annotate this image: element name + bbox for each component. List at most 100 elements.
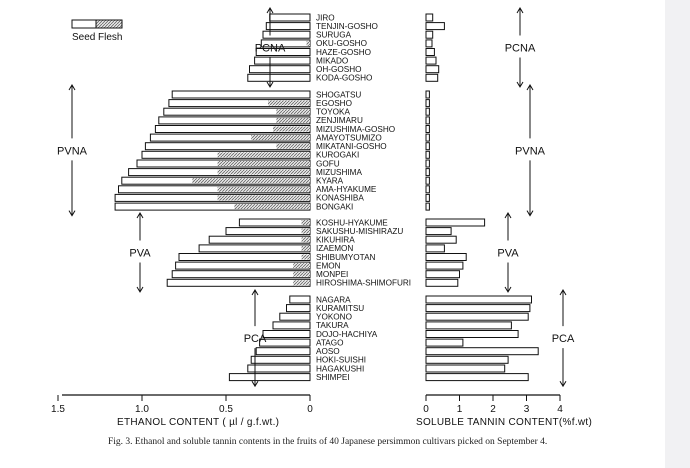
- cultivar-label-aoso: AOSO: [316, 347, 340, 356]
- ethanol-bar-takura: [272, 321, 311, 330]
- cultivar-label-koshu-hyakume: KOSHU-HYAKUME: [316, 218, 388, 227]
- tannin-bar-mikado: [425, 56, 437, 65]
- cultivar-label-kyara: KYARA: [316, 177, 344, 186]
- group-label-pvna-left: PVNA: [57, 145, 88, 157]
- cultivar-label-tenjin-gosho: TENJIN-GOSHO: [316, 22, 378, 31]
- ethanol-bar-shogatsu: [171, 90, 311, 99]
- seed-bar-kyara: [192, 178, 310, 184]
- seed-bar-kurogaki: [217, 152, 310, 158]
- group-label-pca-right: PCA: [552, 333, 575, 345]
- ethanol-bar-dojo-hachiya: [262, 330, 311, 338]
- cultivar-label-yokono: YOKONO: [316, 313, 352, 322]
- group-label-pvna-right: PVNA: [515, 145, 546, 157]
- seed-bar-shibumyotan: [301, 254, 310, 260]
- ethanol-bar-shibumyotan: [178, 253, 311, 261]
- cultivar-label-mikatani-gosho: MIKATANI-GOSHO: [316, 142, 387, 151]
- cultivar-label-monpei: MONPEI: [316, 270, 348, 279]
- ethanol-tick-label: 0.5: [219, 404, 233, 415]
- ethanol-bar-nagara: [289, 295, 311, 304]
- tannin-bar-shibumyotan: [425, 253, 467, 261]
- ethanol-bar-kikuhira: [208, 235, 311, 244]
- tannin-bar-hoki-suishi: [425, 355, 509, 364]
- tannin-bar-oh-gosho: [425, 65, 440, 74]
- seed-bar-mikatani-gosho: [276, 143, 310, 149]
- ethanol-bar-suruga: [262, 30, 311, 39]
- cultivar-label-hagakushi: HAGAKUSHI: [316, 364, 364, 373]
- ethanol-tick-label: 1.5: [51, 404, 65, 415]
- ethanol-tick-label: 1.0: [135, 404, 149, 415]
- tannin-bar-mizushima: [425, 168, 430, 177]
- cultivar-label-dojo-hachiya: DOJO-HACHIYA: [316, 330, 378, 339]
- cultivar-label-nagara: NAGARA: [316, 295, 351, 304]
- tannin-bar-takura: [425, 321, 512, 330]
- cultivar-label-sakushu-mishirazu: SAKUSHU-MISHIRAZU: [316, 227, 403, 236]
- ethanol-bar-jiro: [269, 13, 311, 22]
- legend-flesh-label: Flesh: [98, 32, 122, 43]
- tannin-bar-hiroshima-shimofuri: [425, 278, 459, 287]
- cultivar-label-takura: TAKURA: [316, 321, 349, 330]
- seed-bar-egosho: [268, 100, 310, 106]
- ethanol-bar-atago: [259, 338, 311, 347]
- group-arrowhead-up-pcna-right: [516, 7, 524, 14]
- group-arrowhead-down-pvna-right: [526, 210, 534, 217]
- group-arrowhead-down-pva-left: [136, 286, 144, 293]
- group-label-pcna-right: PCNA: [505, 42, 536, 54]
- cultivar-label-konashiba: KONASHIBA: [316, 194, 364, 203]
- tannin-axis: 0 1 2 3 4 SOLUBLE TANNIN CONTENT(%f.wt): [416, 394, 592, 428]
- group-arrowhead-up-pca-left: [251, 289, 259, 296]
- tannin-bar-kurogaki: [425, 150, 430, 159]
- group-arrowhead-down-pca-right: [559, 380, 567, 388]
- group-arrowhead-up-pva-left: [136, 212, 144, 219]
- tannin-bar-konashiba: [425, 193, 430, 202]
- cultivar-label-mizushima: MIZUSHIMA: [316, 168, 362, 177]
- ethanol-bar-koshu-hyakume: [238, 218, 311, 227]
- tannin-bar-amayotsumizo: [425, 133, 430, 142]
- cultivar-label-mizushima-gosho: MIZUSHIMA-GOSHO: [316, 125, 395, 134]
- figure-page: Seed Flesh JIRO TENJIN-GOSHO SURUGA OKU-GOS…: [51, 7, 592, 447]
- tannin-bar-toyoka: [425, 107, 430, 116]
- cultivar-label-oku-gosho: OKU-GOSHO: [316, 39, 367, 48]
- ethanol-axis-ticks: 1.5 1.0 0.5 0: [51, 395, 313, 415]
- tannin-bar-jiro: [425, 13, 434, 22]
- cultivar-label-izaemon: IZAEMON: [316, 244, 353, 253]
- group-arrowhead-up-pvna-left: [68, 84, 76, 91]
- cultivar-label-zenjimaru: ZENJIMARU: [316, 116, 363, 125]
- page-margin: [665, 0, 690, 468]
- figure-caption: Fig. 3. Ethanol and soluble tannin conte…: [108, 437, 548, 447]
- tannin-tick-label: 4: [557, 404, 563, 415]
- cultivar-label-koda-gosho: KODA-GOSHO: [316, 74, 372, 83]
- seed-bar-sakushu-mishirazu: [301, 228, 310, 234]
- seed-bar-kikuhira: [301, 237, 310, 243]
- tannin-bar-tenjin-gosho: [425, 22, 445, 31]
- group-arrowhead-down-pca-left: [251, 380, 259, 388]
- ethanol-bar-yokono: [279, 312, 311, 321]
- ethanol-bar-hoki-suishi: [250, 355, 311, 364]
- seed-bar-izaemon: [301, 245, 310, 251]
- cultivar-label-egosho: EGOSHO: [316, 99, 352, 108]
- seed-bar-gofu: [217, 161, 310, 166]
- tannin-bar-zenjimaru: [425, 116, 430, 125]
- tannin-bar-oku-gosho: [425, 39, 433, 48]
- group-arrowhead-down-pva-right: [504, 286, 512, 293]
- group-arrowhead-up-pca-right: [559, 289, 567, 296]
- chart-legend: Seed Flesh: [71, 19, 123, 43]
- group-labels: PCNA PCNA PVNA PVNA PVA PVA PCA PCA: [57, 7, 575, 388]
- tannin-bar-mikatani-gosho: [425, 142, 430, 151]
- tannin-bar-suruga: [425, 30, 434, 39]
- tannin-bar-atago: [425, 338, 464, 347]
- cultivar-label-toyoka: TOYOKA: [316, 108, 351, 117]
- tannin-axis-ticks: 0 1 2 3 4: [423, 395, 563, 415]
- ethanol-bar-mikado: [254, 56, 311, 65]
- ethanol-bar-haze-gosho: [255, 48, 311, 56]
- cultivar-label-haze-gosho: HAZE-GOSHO: [316, 48, 371, 57]
- ethanol-bar-monpei: [171, 270, 311, 279]
- ethanol-axis-title: ETHANOL CONTENT ( µl / g.f.wt.): [117, 417, 279, 428]
- ethanol-bar-kuramitsu: [286, 304, 311, 313]
- ethanol-bar-emon: [175, 261, 311, 270]
- ethanol-bar-hagakushi: [247, 364, 311, 373]
- cultivar-label-oh-gosho: OH-GOSHO: [316, 65, 362, 74]
- tannin-bar-ama-hyakume: [425, 185, 430, 194]
- cultivar-label-bongaki: BONGAKI: [316, 202, 353, 211]
- cultivar-label-kikuhira: KIKUHIRA: [316, 236, 355, 245]
- seed-bar-koshu-hyakume: [301, 220, 310, 225]
